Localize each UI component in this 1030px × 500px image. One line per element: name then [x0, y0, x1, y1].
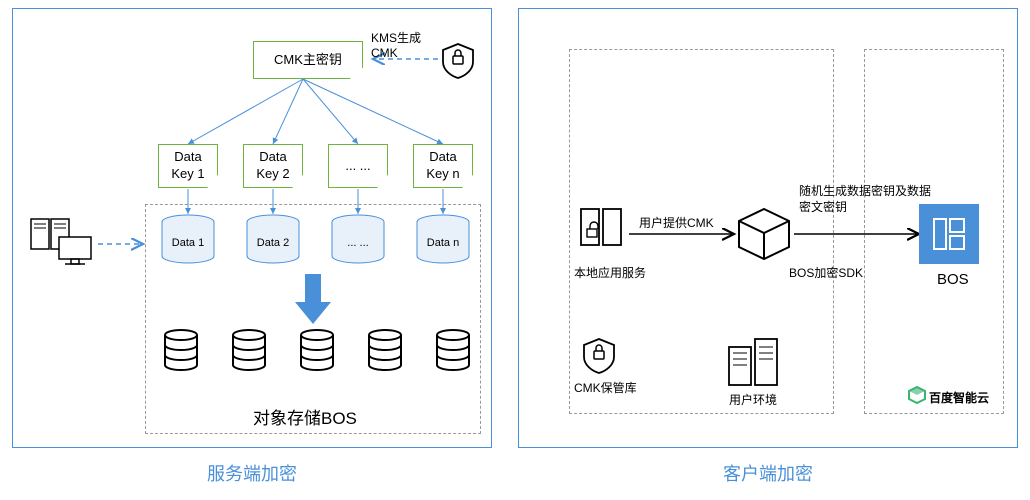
svg-text:Data n: Data n	[427, 237, 459, 249]
rand-label: 随机生成数据密钥及数据密文密钥	[799, 184, 931, 215]
user-env-label: 用户环境	[729, 391, 777, 408]
left-caption: 服务端加密	[12, 460, 492, 486]
user-cmk-label: 用户提供CMK	[639, 214, 714, 231]
kms-label: KMS生成CMK	[371, 29, 421, 60]
right-panel: 用户提供CMK 本地应用服务 随机生成数据密钥及数据密文密钥 BOS加密SDK …	[518, 8, 1018, 448]
left-panel: CMK主密钥 KMS生成CMK Data Key 1 Data Key 2 ..…	[12, 8, 492, 448]
data-cyl-dots: ... ...	[328, 214, 388, 271]
cmk-store-label: CMK保管库	[574, 379, 637, 396]
bos-label: BOS	[937, 271, 969, 288]
cmk-box: CMK主密钥	[253, 41, 363, 79]
svg-text:Data 2: Data 2	[257, 237, 289, 249]
svg-text:... ...: ... ...	[347, 237, 368, 249]
data-cyl-1: Data 1	[158, 214, 218, 271]
svg-text:Data 1: Data 1	[172, 237, 204, 249]
data-key-dots: ... ...	[328, 144, 388, 188]
cmk-label: CMK主密钥	[274, 52, 342, 69]
data-key-n: Data Key n	[413, 144, 473, 188]
right-caption: 客户端加密	[518, 460, 1018, 486]
baidu-label: 百度智能云	[929, 389, 989, 406]
data-key-1: Data Key 1	[158, 144, 218, 188]
bos-title: 对象存储BOS	[253, 404, 357, 429]
local-service-label: 本地应用服务	[574, 264, 646, 281]
stack-row	[163, 329, 473, 384]
user-env-box	[569, 49, 834, 414]
bos-icon	[919, 204, 979, 264]
data-cyl-2: Data 2	[243, 214, 303, 271]
data-key-2: Data Key 2	[243, 144, 303, 188]
data-cyl-n: Data n	[413, 214, 473, 271]
bos-sdk-label: BOS加密SDK	[789, 264, 863, 281]
